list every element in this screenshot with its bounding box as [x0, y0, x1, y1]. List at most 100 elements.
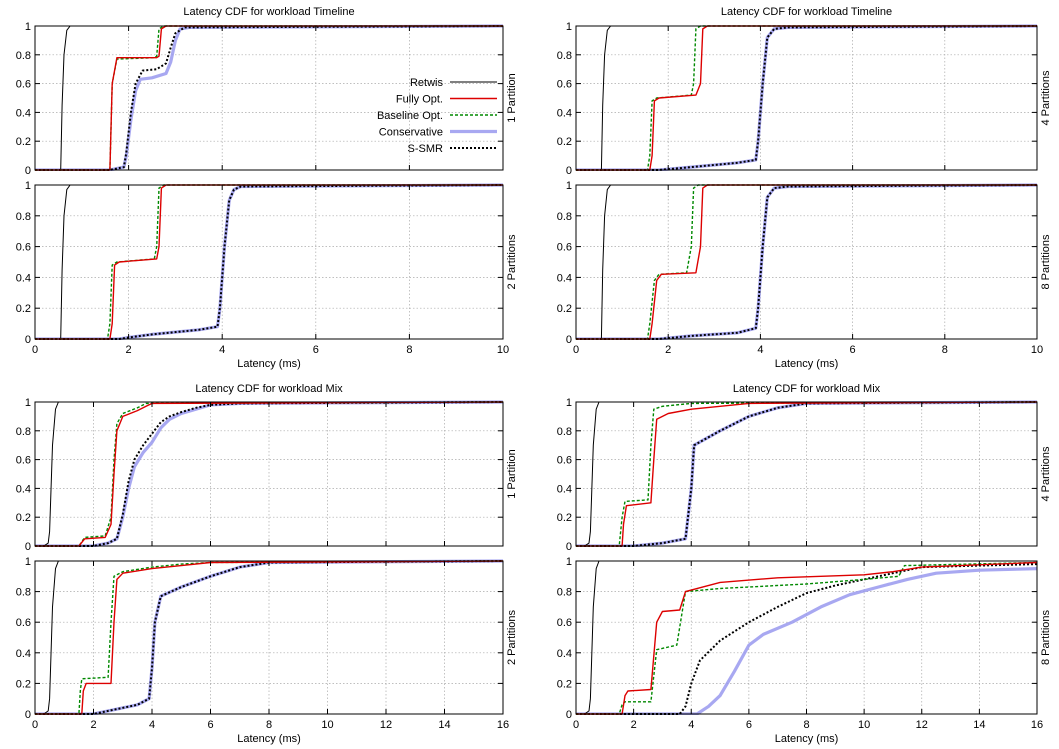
- y-tick-label: 0.4: [16, 648, 31, 660]
- x-axis-label: Latency (ms): [775, 358, 839, 370]
- series-line-fully-opt: [576, 184, 1037, 340]
- series-line-fully-opt: [576, 401, 1037, 547]
- x-tick-label: 2: [90, 719, 96, 731]
- y-tick-label: 1: [566, 180, 572, 192]
- chart-1: Latency CDF for workload Timeline 0 0.2 0.4…: [16, 6, 518, 370]
- x-tick-label: 4: [149, 719, 155, 731]
- series-line-conservative: [35, 400, 503, 547]
- y-tick-label: 0.8: [557, 587, 572, 599]
- y-tick-label: 0.8: [16, 211, 31, 223]
- y-tick-label: 0.4: [16, 483, 31, 495]
- y-tick-label: 1: [25, 180, 31, 192]
- y-tick-label: 0.2: [557, 136, 572, 148]
- legend-label: Baseline Opt.: [377, 110, 443, 122]
- series-line-s-smr: [35, 184, 503, 340]
- y-tick-label: 0: [25, 165, 31, 177]
- legend-label: Fully Opt.: [396, 94, 443, 106]
- y-tick-label: 0.2: [16, 678, 31, 690]
- series-line-s-smr: [576, 25, 1037, 171]
- series-group: [35, 559, 503, 715]
- series-group: [576, 183, 1037, 340]
- series-group: [35, 24, 503, 171]
- x-tick-label: 4: [219, 344, 225, 356]
- y-tick-label: 0.4: [16, 107, 31, 119]
- x-tick-label: 6: [850, 344, 856, 356]
- y-tick-label: 1: [566, 556, 572, 568]
- series-line-retwis: [35, 184, 503, 340]
- series-line-baseline-opt: [576, 25, 1037, 171]
- x-axis-label: Latency (ms): [237, 358, 301, 370]
- x-tick-label: 8: [406, 344, 412, 356]
- x-tick-label: 2: [126, 344, 132, 356]
- series-line-baseline-opt: [576, 184, 1037, 340]
- y-tick-label: 0.8: [16, 426, 31, 438]
- x-tick-label: 16: [497, 719, 509, 731]
- x-tick-label: 0: [32, 719, 38, 731]
- chart-3: Latency CDF for workload Mix 0 0.2 0.4 0.6 0.…: [16, 383, 518, 745]
- y-tick-label: 0.2: [557, 678, 572, 690]
- legend-label: Conservative: [379, 127, 443, 139]
- panel-2-partitions: 0 0.2 0.4 0.6 0.8 1 2 Partitions: [16, 180, 518, 346]
- y-tick-label: 0.4: [557, 648, 572, 660]
- y-tick-label: 0.6: [557, 617, 572, 629]
- y-tick-label: 1: [566, 397, 572, 409]
- x-tick-label: 6: [746, 719, 752, 731]
- y-tick-label: 0.6: [557, 79, 572, 91]
- x-tick-label: 4: [757, 344, 763, 356]
- y-tick-label: 0.2: [557, 512, 572, 524]
- panel-8-partitions: 0 0.2 0.4 0.6 0.8 1 8 Partitions: [557, 556, 1052, 721]
- legend-item: Retwis: [410, 77, 497, 89]
- chart-title: Latency CDF for workload Timeline: [183, 6, 354, 18]
- chart-title: Latency CDF for workload Mix: [195, 383, 343, 395]
- y-tick-label: 0.2: [16, 136, 31, 148]
- y-tick-label: 0.8: [16, 587, 31, 599]
- series-group: [576, 400, 1037, 547]
- series-line-s-smr: [35, 560, 503, 715]
- y-tick-label: 0.2: [16, 512, 31, 524]
- y-tick-label: 0.8: [557, 50, 572, 62]
- x-tick-label: 14: [973, 719, 985, 731]
- x-tick-label: 2: [665, 344, 671, 356]
- x-tick-label: 12: [916, 719, 928, 731]
- series-line-baseline-opt: [576, 401, 1037, 547]
- y-tick-label: 0.6: [557, 242, 572, 254]
- panel-label: 1 Partition: [506, 449, 518, 499]
- series-line-retwis: [576, 25, 1037, 171]
- y-tick-label: 0.4: [16, 272, 31, 284]
- panel-frame: [34, 25, 504, 171]
- x-tick-label: 8: [266, 719, 272, 731]
- y-tick-label: 1: [25, 21, 31, 33]
- y-tick-label: 0: [25, 334, 31, 346]
- x-tick-label: 0: [32, 344, 38, 356]
- panel-frame: [575, 25, 1038, 171]
- x-tick-label: 0: [573, 719, 579, 731]
- legend: Retwis Fully Opt. Baseline Opt. Conservativ…: [377, 77, 497, 155]
- panel-label: 8 Partitions: [1040, 609, 1052, 665]
- chart-title: Latency CDF for workload Timeline: [721, 6, 892, 18]
- y-tick-label: 0: [25, 709, 31, 721]
- y-tick-label: 0.8: [557, 211, 572, 223]
- panel-1-partition: 0 0.2 0.4 0.6 0.8 1 1 Partition: [16, 21, 518, 177]
- series-line-s-smr: [576, 184, 1037, 340]
- y-tick-label: 0.6: [16, 79, 31, 91]
- series-line-conservative: [576, 567, 1037, 715]
- y-tick-label: 0.8: [16, 50, 31, 62]
- x-tick-label: 8: [942, 344, 948, 356]
- x-tick-label: 8: [803, 719, 809, 731]
- y-tick-label: 1: [566, 21, 572, 33]
- series-line-fully-opt: [35, 401, 503, 547]
- y-tick-label: 0.6: [16, 242, 31, 254]
- x-tick-label: 10: [321, 719, 333, 731]
- legend-item: Baseline Opt.: [377, 110, 497, 122]
- y-tick-label: 0: [566, 709, 572, 721]
- series-group: [35, 183, 503, 340]
- series-line-s-smr: [576, 401, 1037, 547]
- y-tick-label: 1: [25, 556, 31, 568]
- panel-8-partitions: 0 0.2 0.4 0.6 0.8 1 8 Partitions: [557, 180, 1052, 346]
- panel-4-partitions: 0 0.2 0.4 0.6 0.8 1 4 Partitions: [557, 21, 1052, 177]
- chart-4: Latency CDF for workload Mix 0 0.2 0.4 0.6 0.…: [557, 383, 1052, 745]
- series-line-fully-opt: [576, 25, 1037, 171]
- x-tick-label: 6: [207, 719, 213, 731]
- x-tick-label: 12: [380, 719, 392, 731]
- x-axis-label: Latency (ms): [775, 733, 839, 745]
